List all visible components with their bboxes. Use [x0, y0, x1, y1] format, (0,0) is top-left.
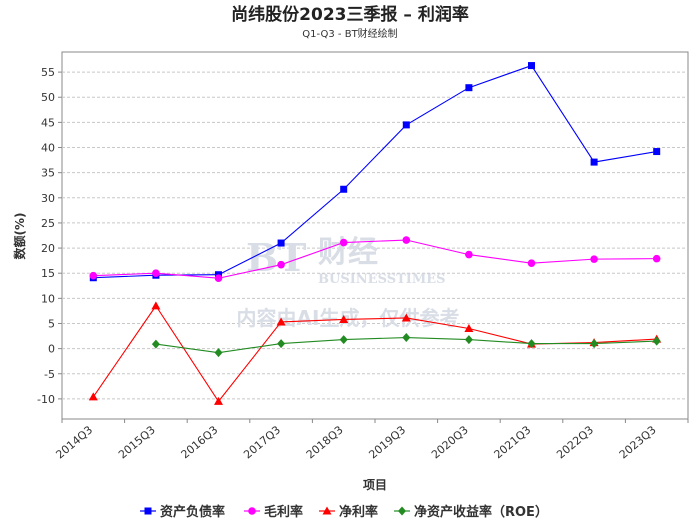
x-tick-label: 2022Q3 — [554, 423, 596, 461]
y-tick-label: 20 — [41, 242, 55, 255]
series-line — [93, 64, 657, 279]
y-tick-label: 40 — [41, 142, 55, 155]
data-point — [527, 339, 536, 349]
data-point — [340, 185, 348, 193]
y-tick-label: 15 — [41, 267, 55, 280]
watermark-brand-en: BUSINESSTIMES — [318, 272, 446, 287]
legend-item: 资产负债率 — [140, 504, 225, 520]
watermark-logo: BT — [246, 235, 306, 280]
data-point — [652, 254, 661, 263]
data-point — [402, 121, 410, 129]
x-tick-label: 2017Q3 — [241, 423, 283, 461]
x-tick-label: 2016Q3 — [179, 423, 221, 461]
y-tick-label: 25 — [41, 217, 55, 230]
data-point — [151, 301, 161, 310]
y-axis: -10 -5 0 5 10 15 20 25 30 35 40 45 50 55 — [37, 66, 62, 406]
series-3 — [151, 333, 661, 358]
grid-lines — [62, 71, 688, 400]
y-tick-label: 30 — [41, 192, 55, 205]
series-layer — [88, 62, 662, 405]
data-point — [402, 236, 411, 244]
data-point — [214, 274, 223, 283]
data-point — [339, 314, 349, 323]
data-point — [528, 62, 535, 70]
chart-subtitle: Q1-Q3 - BT财经绘制 — [302, 27, 397, 40]
y-tick-label: 55 — [41, 66, 55, 79]
x-tick-label: 2020Q3 — [429, 423, 471, 461]
data-point — [652, 336, 661, 346]
legend: 资产负债率 毛利率 净利率 净资产收益率（ROE） — [140, 504, 548, 520]
data-point — [151, 339, 160, 349]
series-1 — [89, 236, 661, 283]
data-point — [402, 333, 411, 343]
data-point — [89, 271, 98, 280]
data-point — [653, 148, 661, 156]
data-point — [152, 269, 160, 278]
y-tick-label: 45 — [41, 116, 55, 129]
data-point — [277, 239, 285, 247]
y-tick-label: 50 — [41, 91, 55, 104]
x-tick-label: 2018Q3 — [304, 423, 346, 461]
y-tick-label: 35 — [41, 167, 55, 180]
legend-marker — [398, 506, 406, 516]
x-tick-label: 2021Q3 — [492, 423, 534, 461]
data-point — [339, 238, 348, 247]
data-point — [590, 158, 598, 166]
y-tick-label: 0 — [48, 343, 55, 356]
legend-label: 毛利率 — [264, 504, 303, 520]
legend-marker — [144, 507, 152, 515]
legend-marker — [322, 506, 332, 515]
data-point — [401, 313, 411, 322]
watermark-brand: 财经 — [318, 235, 378, 270]
data-point — [464, 335, 473, 345]
data-point — [465, 250, 473, 259]
y-tick-label: -10 — [37, 393, 55, 406]
x-tick-label: 2019Q3 — [366, 423, 408, 461]
data-point — [88, 392, 98, 401]
data-point — [214, 396, 223, 405]
legend-label: 净利率 — [339, 504, 378, 520]
legend-item: 毛利率 — [244, 504, 303, 520]
watermark: BT 财经 BUSINESSTIMES 内容由AI生成，仅供参考 — [237, 235, 460, 330]
data-point — [590, 255, 598, 263]
y-tick-label: -5 — [44, 368, 55, 381]
x-tick-label: 2015Q3 — [116, 423, 158, 461]
legend-item: 净利率 — [319, 504, 378, 520]
watermark-notice: 内容由AI生成，仅供参考 — [237, 306, 460, 330]
x-axis-label: 项目 — [363, 478, 387, 492]
data-point — [339, 335, 348, 345]
legend-marker — [248, 507, 256, 515]
x-tick-label: 2023Q3 — [617, 423, 659, 461]
data-point — [214, 348, 223, 358]
x-tick-label: 2014Q3 — [53, 423, 95, 461]
y-tick-label: 5 — [48, 317, 55, 330]
x-axis: 2014Q3 2015Q3 2016Q3 2017Q3 2018Q3 2019Q3 2020… — [53, 419, 689, 461]
legend-label: 资产负债率 — [160, 504, 225, 520]
data-point — [465, 84, 473, 92]
data-point — [527, 259, 536, 267]
y-tick-label: 10 — [41, 292, 55, 305]
data-point — [464, 324, 474, 333]
data-point — [277, 260, 285, 269]
legend-item: 净资产收益率（ROE） — [394, 504, 548, 520]
y-axis-label: 数额(%) — [12, 213, 27, 260]
chart-title: 尚纬股份2023三季报 – 利润率 — [231, 4, 469, 25]
data-point — [276, 317, 286, 326]
legend-label: 净资产收益率（ROE） — [414, 504, 548, 520]
data-point — [277, 339, 286, 349]
series-line — [93, 239, 657, 279]
plot-area — [61, 51, 689, 420]
data-point — [590, 339, 599, 349]
